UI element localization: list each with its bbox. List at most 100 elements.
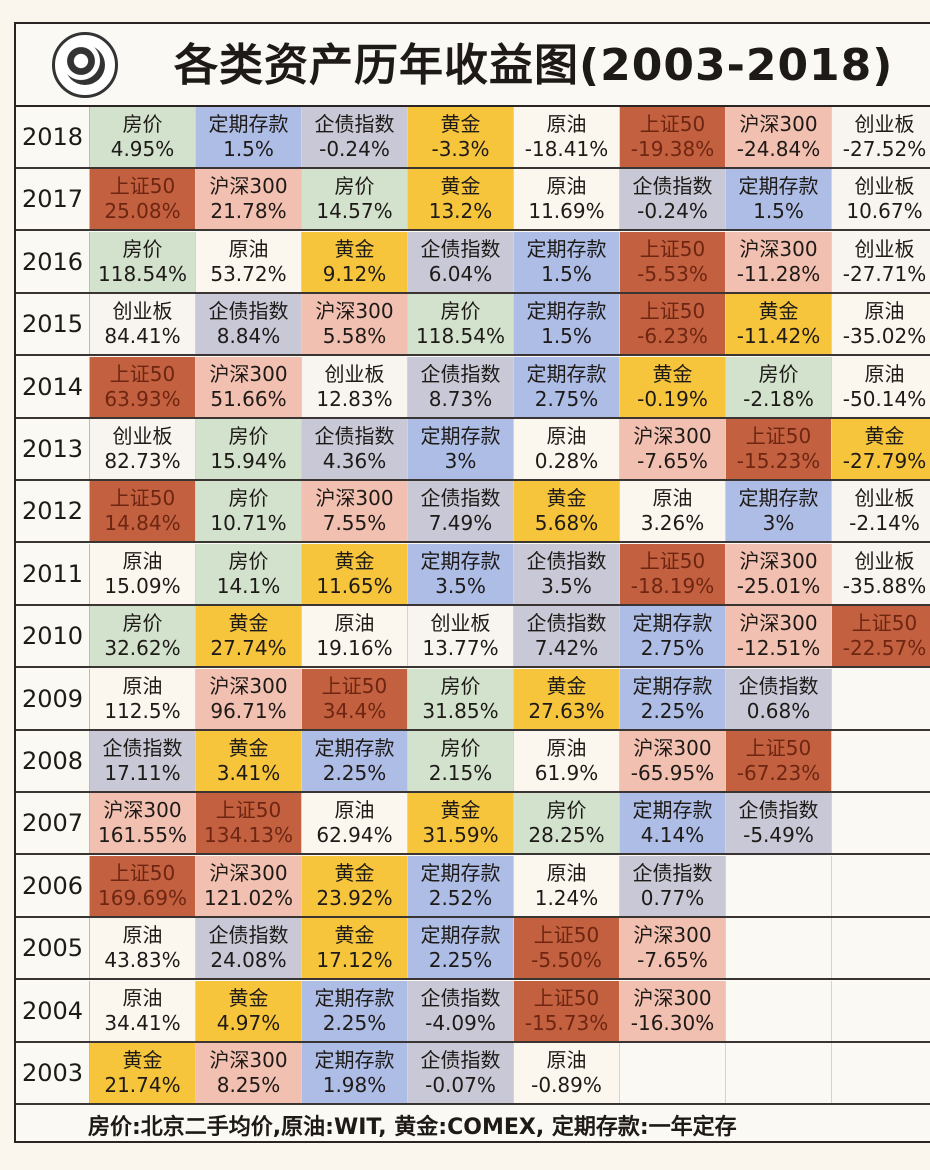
asset-name: 创业板 — [854, 548, 915, 573]
asset-return: -18.19% — [630, 573, 715, 598]
asset-return: 2.75% — [534, 386, 599, 411]
logo-icon — [52, 32, 118, 98]
asset-cell: 房价 31.85% — [408, 668, 514, 729]
table-row: 2009 原油 112.5% 沪深300 96.71% 上证50 34.4% 房价 31.85%… — [16, 668, 930, 731]
asset-return: -3.3% — [431, 137, 490, 161]
asset-return: 2.25% — [640, 698, 705, 723]
asset-name: 创业板 — [430, 611, 491, 636]
asset-return: 32.62% — [104, 636, 181, 661]
table-row: 2018 房价 4.95% 定期存款 1.5% 企债指数 -0.24% 黄金 -3.3% 原油 -1… — [16, 107, 930, 169]
asset-name: 房价 — [228, 424, 269, 448]
empty-cell — [832, 731, 930, 791]
asset-return: -35.02% — [842, 324, 927, 349]
asset-return: -7.65% — [637, 948, 708, 973]
asset-cell: 定期存款 2.75% — [514, 356, 620, 417]
asset-cell: 企债指数 8.84% — [196, 294, 302, 355]
asset-cell: 企债指数 -0.07% — [408, 1043, 514, 1103]
asset-name: 定期存款 — [738, 174, 819, 199]
year-label: 2007 — [16, 793, 90, 854]
asset-return: 27.63% — [528, 698, 605, 723]
asset-name: 房价 — [546, 798, 587, 823]
asset-return: 118.54% — [416, 324, 505, 349]
asset-cell: 原油 19.16% — [302, 606, 408, 667]
asset-name: 上证50 — [533, 985, 600, 1010]
asset-cell: 上证50 25.08% — [90, 169, 196, 230]
asset-cell: 黄金 9.12% — [302, 231, 408, 292]
table-row: 2003 黄金 21.74% 沪深300 8.25% 定期存款 1.98% 企债指数 -0.07… — [16, 1043, 930, 1105]
asset-return: 8.25% — [216, 1073, 281, 1097]
asset-cell: 沪深300 -7.65% — [620, 419, 726, 479]
asset-cell: 定期存款 3.5% — [408, 543, 514, 604]
asset-cell: 企债指数 -0.24% — [620, 169, 726, 230]
asset-return: 28.25% — [528, 823, 605, 848]
asset-name: 原油 — [122, 985, 163, 1010]
asset-return: 2.25% — [322, 761, 387, 785]
asset-cell: 沪深300 -11.28% — [726, 231, 832, 292]
asset-cell: 定期存款 2.25% — [302, 980, 408, 1041]
asset-cell: 定期存款 1.5% — [514, 294, 620, 355]
asset-return: 121.02% — [204, 885, 293, 910]
asset-name: 房价 — [758, 361, 799, 386]
table-row: 2006 上证50 169.69% 沪深300 121.02% 黄金 23.92% 定期存款 2… — [16, 855, 930, 918]
asset-cell: 原油 53.72% — [196, 231, 302, 292]
asset-cell: 原油 1.24% — [514, 855, 620, 916]
asset-cell: 上证50 -18.19% — [620, 543, 726, 604]
asset-cell: 上证50 63.93% — [90, 356, 196, 417]
table-row: 2013 创业板 82.73% 房价 15.94% 企债指数 4.36% 定期存款 3% 原油 0.… — [16, 419, 930, 481]
asset-cell: 上证50 -15.73% — [514, 980, 620, 1041]
asset-return: 0.28% — [534, 449, 599, 473]
year-label: 2016 — [16, 231, 90, 292]
asset-return: -25.01% — [736, 573, 821, 598]
empty-cell — [832, 856, 930, 916]
asset-return: 24.08% — [210, 948, 287, 973]
asset-return: 15.09% — [104, 573, 181, 598]
asset-name: 房价 — [440, 736, 481, 760]
asset-return: 13.77% — [422, 636, 499, 661]
asset-return: -12.51% — [736, 636, 821, 661]
table-row: 2007 沪深300 161.55% 上证50 134.13% 原油 62.94% 黄金 31.… — [16, 793, 930, 856]
asset-name: 沪深300 — [315, 299, 394, 324]
asset-name: 企债指数 — [314, 112, 395, 136]
asset-return: 8.73% — [428, 386, 493, 411]
asset-return: 31.59% — [422, 823, 499, 848]
asset-name: 企债指数 — [420, 236, 501, 261]
asset-return: 21.74% — [104, 1073, 181, 1097]
asset-name: 沪深300 — [633, 736, 712, 760]
asset-cell: 创业板 13.77% — [408, 606, 514, 667]
asset-cell: 沪深300 7.55% — [302, 481, 408, 542]
asset-cell: 原油 0.28% — [514, 419, 620, 479]
asset-cell: 房价 14.1% — [196, 543, 302, 604]
asset-return: 7.55% — [322, 511, 387, 536]
asset-return: 3.5% — [541, 573, 592, 598]
asset-cell: 创业板 84.41% — [90, 294, 196, 355]
asset-name: 黄金 — [440, 174, 481, 199]
asset-cell: 上证50 14.84% — [90, 481, 196, 542]
asset-cell: 黄金 21.74% — [90, 1043, 196, 1103]
asset-name: 企债指数 — [420, 486, 501, 511]
asset-name: 定期存款 — [632, 611, 713, 636]
asset-return: 14.57% — [316, 199, 393, 224]
asset-return: 7.49% — [428, 511, 493, 536]
asset-name: 企债指数 — [208, 299, 289, 324]
asset-name: 原油 — [122, 923, 163, 948]
table-row: 2017 上证50 25.08% 沪深300 21.78% 房价 14.57% 黄金 13.2%… — [16, 169, 930, 232]
asset-name: 定期存款 — [314, 1048, 395, 1072]
asset-cell: 沪深300 96.71% — [196, 668, 302, 729]
asset-name: 黄金 — [334, 236, 375, 261]
asset-name: 企债指数 — [632, 174, 713, 199]
asset-return: -11.28% — [736, 261, 821, 286]
asset-return: -2.14% — [849, 511, 920, 536]
asset-cell: 房价 118.54% — [90, 231, 196, 292]
asset-cell: 原油 3.26% — [620, 481, 726, 542]
asset-return: -0.24% — [637, 199, 708, 224]
asset-name: 沪深300 — [209, 174, 288, 199]
asset-name: 原油 — [546, 736, 587, 760]
asset-return: 0.77% — [640, 885, 705, 910]
asset-name: 上证50 — [851, 611, 918, 636]
asset-cell: 黄金 13.2% — [408, 169, 514, 230]
asset-name: 上证50 — [745, 736, 812, 760]
asset-cell: 企债指数 3.5% — [514, 543, 620, 604]
table-row: 2015 创业板 84.41% 企债指数 8.84% 沪深300 5.58% 房价 118.54… — [16, 294, 930, 357]
asset-return: -65.95% — [630, 761, 715, 785]
table-row: 2011 原油 15.09% 房价 14.1% 黄金 11.65% 定期存款 3.5% 企债指数 3… — [16, 543, 930, 606]
